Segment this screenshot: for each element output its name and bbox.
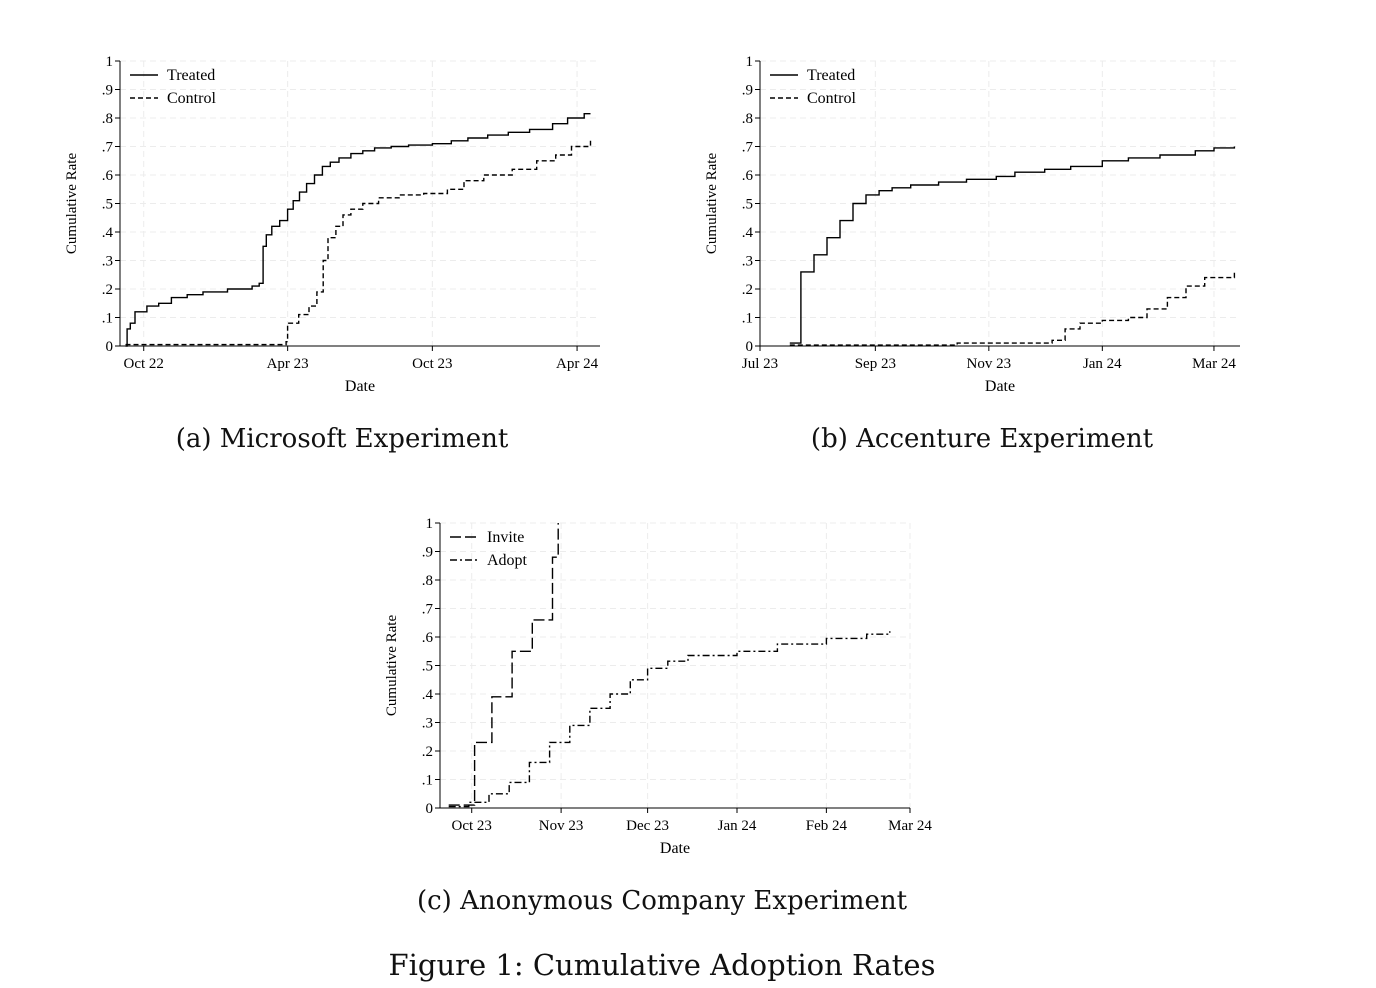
x-tick-label: Mar 24 [1192,356,1236,372]
series-line-adopt [448,631,891,808]
y-tick-label: .7 [422,602,434,618]
y-tick-label: 1 [746,54,754,70]
chart-a: 0 .1 .2 .3 .4 .5 .6 .7 .8 .9 1 Oct 22 Apr 23 Oct 23 Ap… [64,54,600,395]
y-tick-label: 1 [426,516,434,532]
x-tick-label: Mar 24 [888,818,932,834]
y-tick-label: .1 [422,773,433,789]
y-tick-label: .4 [422,687,434,703]
x-axis-title: Date [660,840,690,857]
y-tick-label: .6 [102,168,114,184]
y-tick-label: 0 [426,801,434,817]
x-tick-label: Sep 23 [855,356,896,372]
x-tick-label: Oct 22 [124,356,164,372]
chart-b: 0 .1 .2 .3 .4 .5 .6 .7 .8 .9 1 Jul 23 Sep 23 Nov 23 Ja… [704,54,1240,395]
y-tick-label: .3 [422,716,433,732]
y-tick-label: .5 [102,197,113,213]
y-tick-label: .9 [422,545,433,561]
series-line-treated [789,146,1236,344]
x-tick-label: Jul 23 [742,356,778,372]
y-tick-label: .6 [422,630,434,646]
chart-panel-b: 0 .1 .2 .3 .4 .5 .6 .7 .8 .9 1 Jul 23 Sep 23 Nov 23 Ja… [680,30,1270,400]
y-tick-label: .5 [422,659,433,675]
y-tick-label: .5 [742,197,753,213]
y-tick-label: .9 [102,83,113,99]
y-tick-label: .2 [422,744,433,760]
figure-caption: Figure 1: Cumulative Adoption Rates [388,948,936,982]
y-tick-label: .8 [102,111,113,127]
y-tick-label: .7 [102,140,114,156]
x-tick-label: Jan 24 [718,818,757,834]
y-tick-label: .7 [742,140,754,156]
y-tick-label: .1 [742,311,753,327]
legend-label-treated: Treated [167,67,215,84]
y-tick-label: .9 [742,83,753,99]
legend-label-invite: Invite [487,529,524,546]
chart-panel-c: 0 .1 .2 .3 .4 .5 .6 .7 .8 .9 1 Oct 23 Nov 23 Dec 23 Ja… [360,492,960,862]
y-tick-label: .8 [742,111,753,127]
y-axis-title: Cumulative Rate [64,153,80,255]
chart-panel-a: 0 .1 .2 .3 .4 .5 .6 .7 .8 .9 1 Oct 22 Apr 23 Oct 23 Ap… [40,30,630,400]
x-tick-label: Nov 23 [967,356,1012,372]
y-axis-title: Cumulative Rate [704,153,720,255]
x-tick-label: Feb 24 [806,818,848,834]
y-tick-label: .4 [742,225,754,241]
series-line-treated [125,113,591,347]
legend-label-adopt: Adopt [487,552,528,569]
legend-label-control: Control [807,90,856,107]
caption-panel-b: (b) Accenture Experiment [810,424,1154,454]
series-line-invite [448,523,559,806]
grid [120,60,600,346]
y-tick-label: .3 [102,254,113,270]
y-tick-label: .8 [422,573,433,589]
y-tick-label: 1 [106,54,114,70]
series-line-control [125,140,592,346]
legend-label-control: Control [167,90,216,107]
legend: Treated Control [130,67,216,107]
y-tick-label: .1 [102,311,113,327]
x-tick-label: Oct 23 [452,818,492,834]
caption-panel-a: (a) Microsoft Experiment [175,424,509,454]
y-tick-label: 0 [106,339,114,355]
grid [440,522,911,808]
x-tick-label: Jan 24 [1083,356,1122,372]
grid [759,60,1240,346]
x-tick-label: Apr 24 [556,356,599,372]
x-tick-label: Nov 23 [539,818,584,834]
y-tick-label: .2 [102,282,113,298]
caption-panel-c: (c) Anonymous Company Experiment [416,886,908,916]
x-tick-label: Apr 23 [267,356,309,372]
legend-label-treated: Treated [807,67,855,84]
x-axis-title: Date [985,378,1015,395]
legend: Invite Adopt [450,529,528,569]
x-tick-label: Dec 23 [626,818,669,834]
y-tick-label: .6 [742,168,754,184]
legend: Treated Control [770,67,856,107]
series-line-control [789,271,1236,346]
y-axis-title: Cumulative Rate [384,615,400,717]
x-tick-label: Oct 23 [412,356,452,372]
y-tick-label: .2 [742,282,753,298]
chart-c: 0 .1 .2 .3 .4 .5 .6 .7 .8 .9 1 Oct 23 Nov 23 Dec 23 Ja… [384,516,932,857]
y-tick-label: 0 [746,339,754,355]
x-axis-title: Date [345,378,375,395]
y-tick-label: .3 [742,254,753,270]
y-tick-label: .4 [102,225,114,241]
